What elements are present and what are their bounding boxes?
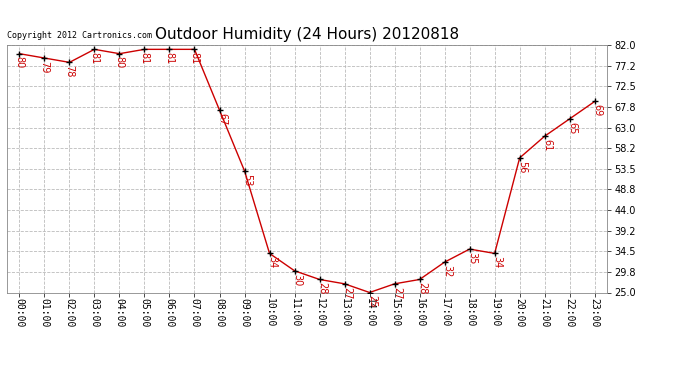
Text: 81: 81 <box>190 52 199 64</box>
Text: 61: 61 <box>542 139 553 151</box>
Text: 65: 65 <box>567 122 578 134</box>
Text: 32: 32 <box>442 265 453 277</box>
Text: 28: 28 <box>317 282 327 295</box>
Text: 34: 34 <box>493 256 502 268</box>
Text: Humidity  (%): Humidity (%) <box>611 18 687 28</box>
Text: 69: 69 <box>593 104 602 117</box>
Text: Copyright 2012 Cartronics.com: Copyright 2012 Cartronics.com <box>7 31 152 40</box>
Text: 27: 27 <box>342 286 353 299</box>
Text: 81: 81 <box>164 52 175 64</box>
Text: 56: 56 <box>518 160 527 173</box>
Text: 67: 67 <box>217 113 227 125</box>
Text: 35: 35 <box>467 252 477 264</box>
Text: 27: 27 <box>393 286 402 299</box>
Text: 28: 28 <box>417 282 427 295</box>
Text: 80: 80 <box>115 57 124 69</box>
Title: Outdoor Humidity (24 Hours) 20120818: Outdoor Humidity (24 Hours) 20120818 <box>155 27 459 42</box>
Text: 79: 79 <box>39 61 50 73</box>
Text: 78: 78 <box>64 65 75 78</box>
Text: 81: 81 <box>90 52 99 64</box>
Text: 81: 81 <box>139 52 150 64</box>
Text: 80: 80 <box>14 57 24 69</box>
Text: 34: 34 <box>267 256 277 268</box>
Text: 53: 53 <box>242 174 253 186</box>
Text: 30: 30 <box>293 274 302 286</box>
Text: 25: 25 <box>367 295 377 308</box>
